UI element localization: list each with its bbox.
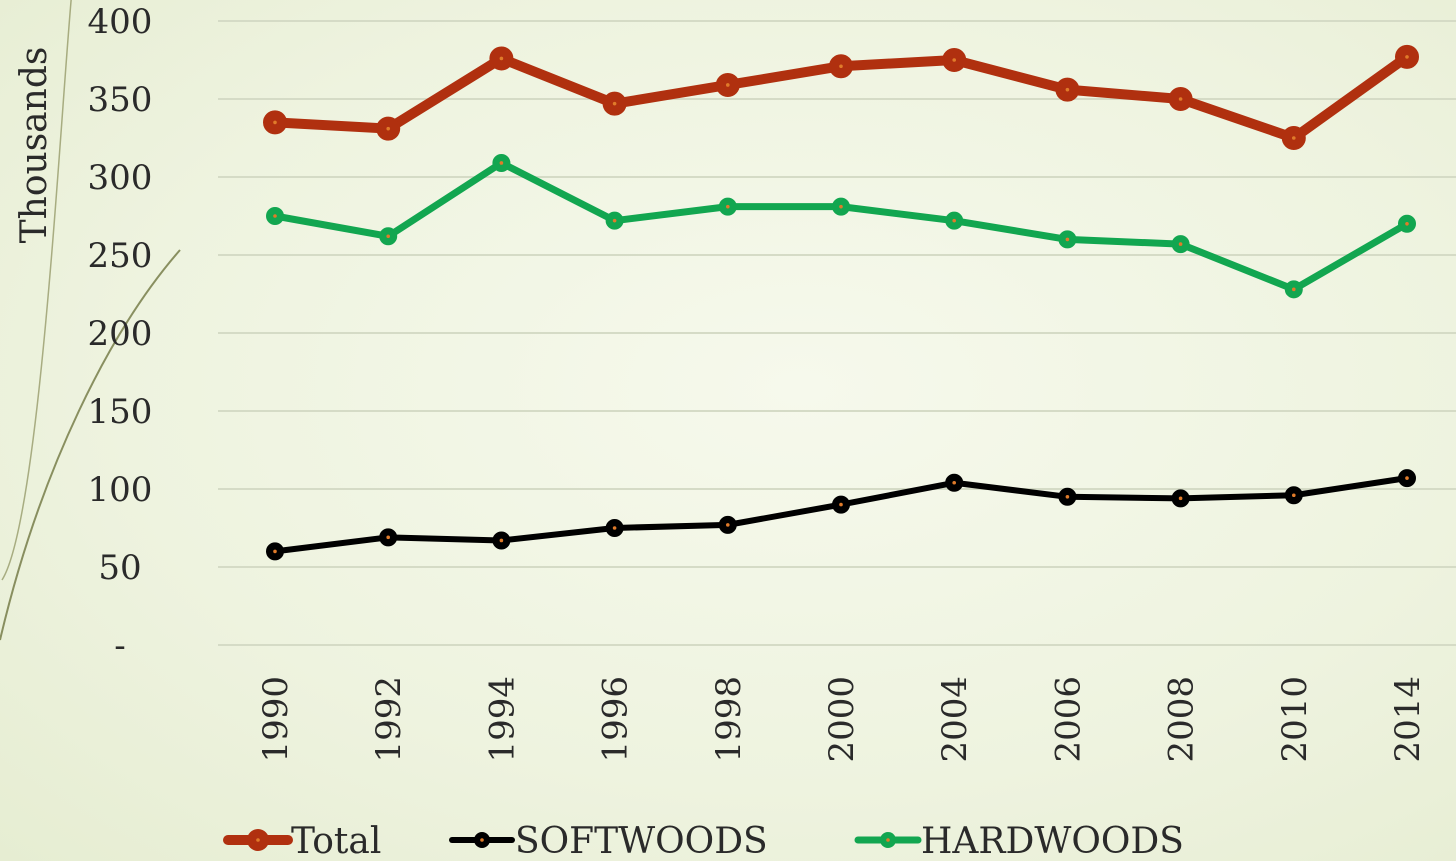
data-point-center [612, 218, 617, 223]
y-tick-label: 350 [88, 80, 153, 120]
data-point-center [726, 83, 730, 87]
data-point-center [1065, 495, 1070, 499]
decorative-swoosh-lower [0, 249, 181, 641]
x-tick-label: 2004 [935, 676, 975, 763]
x-axis-ticks: 1990 1992 1994 1996 1998 2000 2004 2006 2008 2010… [256, 676, 1428, 763]
gridlines [218, 20, 1456, 646]
legend-label: Total [291, 821, 381, 861]
x-tick-label: 1992 [369, 676, 409, 763]
y-tick-label: 200 [88, 314, 153, 354]
data-point-center [952, 218, 956, 223]
legend-swatch-center [886, 838, 890, 842]
data-point-center [1292, 287, 1296, 292]
data-point-center [839, 502, 843, 507]
data-point-center [273, 549, 277, 554]
data-point-center [952, 480, 956, 485]
y-tick-label: 50 [98, 548, 141, 588]
decorative-swoosh [1, 0, 72, 581]
legend-swatch-center [256, 838, 260, 842]
data-point-center [1065, 87, 1070, 92]
data-point-center [839, 64, 843, 69]
data-point-center [1405, 476, 1409, 480]
data-point-center [726, 204, 730, 209]
data-point-center [1178, 496, 1183, 501]
x-tick-label: 1998 [709, 676, 749, 763]
data-point-center [1292, 136, 1296, 140]
data-point-center [1405, 55, 1409, 59]
legend-label: HARDWOODS [921, 821, 1184, 861]
data-point-center [1178, 97, 1183, 101]
y-tick-label: 300 [88, 158, 153, 198]
series-line-hardwoods [271, 159, 1411, 293]
data-point-center [499, 161, 504, 165]
legend: Total SOFTWOODS HARDWOODS [223, 821, 1184, 861]
data-point-center [1292, 493, 1296, 498]
data-point-center [1405, 222, 1409, 226]
data-point-center [499, 56, 504, 61]
data-point-center [386, 126, 391, 131]
x-tick-label: 2006 [1048, 676, 1088, 763]
x-tick-label: 1994 [482, 676, 522, 763]
y-tick-label: 250 [88, 236, 153, 276]
data-point-center [612, 101, 617, 106]
x-tick-label: 2014 [1388, 676, 1428, 763]
x-tick-label: 2000 [822, 676, 862, 763]
series-layer [263, 44, 1419, 561]
x-tick-label: 1996 [596, 676, 636, 763]
y-tick-label: 100 [88, 470, 153, 510]
data-point-center [1178, 242, 1183, 246]
y-tick-label: 400 [88, 2, 153, 42]
data-point-center [386, 234, 391, 239]
data-point-center [273, 120, 277, 125]
data-point-center [612, 526, 617, 530]
data-point-center [499, 538, 504, 543]
y-axis-label: Thousands [14, 47, 55, 244]
y-tick-label: - [114, 626, 126, 666]
x-tick-label: 2010 [1275, 676, 1315, 763]
y-tick-label: 150 [88, 392, 153, 432]
legend-label: SOFTWOODS [515, 821, 768, 861]
data-point-center [386, 535, 391, 540]
data-point-center [273, 214, 277, 218]
data-point-center [839, 204, 843, 209]
legend-swatch-center [480, 838, 484, 842]
x-tick-label: 2008 [1162, 676, 1202, 763]
data-point-center [1065, 237, 1070, 242]
y-axis-ticks: - 50 100 150 200 250 300 350 400 [88, 2, 153, 666]
data-point-center [726, 523, 730, 527]
data-point-center [952, 58, 956, 62]
x-tick-label: 1990 [256, 676, 296, 763]
